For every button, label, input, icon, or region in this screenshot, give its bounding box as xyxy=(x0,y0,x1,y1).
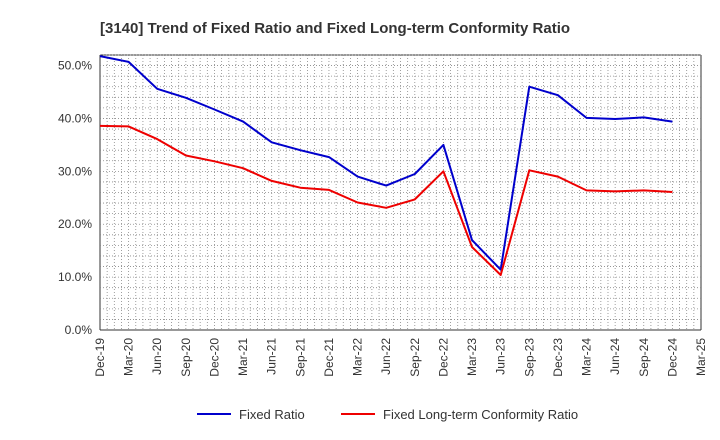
x-tick-label: Dec-20 xyxy=(207,338,221,377)
y-tick-label: 10.0% xyxy=(58,270,92,284)
x-tick-label: Jun-20 xyxy=(150,338,164,375)
x-axis: Dec-19 Mar-20 Jun-20 Sep-20 Dec-20 Mar-21 Jun-… xyxy=(93,338,708,377)
x-tick-label: Mar-20 xyxy=(122,338,136,376)
y-tick-label: 30.0% xyxy=(58,164,92,178)
x-tick-label: Dec-19 xyxy=(93,338,107,377)
x-tick-label: Sep-22 xyxy=(408,338,422,377)
x-tick-label: Dec-22 xyxy=(436,338,450,377)
x-tick-label: Jun-24 xyxy=(608,338,622,375)
chart-title: [3140] Trend of Fixed Ratio and Fixed Lo… xyxy=(100,20,570,37)
x-tick-label: Mar-23 xyxy=(465,338,479,376)
y-tick-label: 50.0% xyxy=(58,59,92,73)
x-tick-label: Sep-23 xyxy=(522,338,536,377)
x-tick-label: Sep-21 xyxy=(293,338,307,377)
x-tick-label: Sep-20 xyxy=(179,338,193,377)
x-tick-label: Jun-23 xyxy=(494,338,508,375)
x-tick-label: Sep-24 xyxy=(637,338,651,377)
y-tick-label: 20.0% xyxy=(58,217,92,231)
legend-label: Fixed Long-term Conformity Ratio xyxy=(383,407,578,422)
series-line-fixed-long-term-conformity-ratio xyxy=(99,124,673,276)
series-lines xyxy=(99,55,673,276)
y-axis: 0.0% 10.0% 20.0% 30.0% 40.0% 50.0% xyxy=(58,59,92,337)
x-tick-label: Dec-23 xyxy=(551,338,565,377)
legend: Fixed Ratio Fixed Long-term Conformity Ra… xyxy=(197,407,578,422)
series-line-fixed-ratio xyxy=(99,55,673,271)
x-tick-label: Jun-22 xyxy=(379,338,393,375)
x-tick-label: Mar-22 xyxy=(351,338,365,376)
x-tick-label: Jun-21 xyxy=(265,338,279,375)
y-tick-label: 0.0% xyxy=(65,323,93,337)
legend-label: Fixed Ratio xyxy=(239,407,305,422)
x-tick-label: Mar-24 xyxy=(580,338,594,376)
x-tick-label: Mar-21 xyxy=(236,338,250,376)
y-tick-label: 40.0% xyxy=(58,111,92,125)
x-tick-label: Mar-25 xyxy=(694,338,708,376)
x-tick-label: Dec-24 xyxy=(665,338,679,377)
x-tick-label: Dec-21 xyxy=(322,338,336,377)
